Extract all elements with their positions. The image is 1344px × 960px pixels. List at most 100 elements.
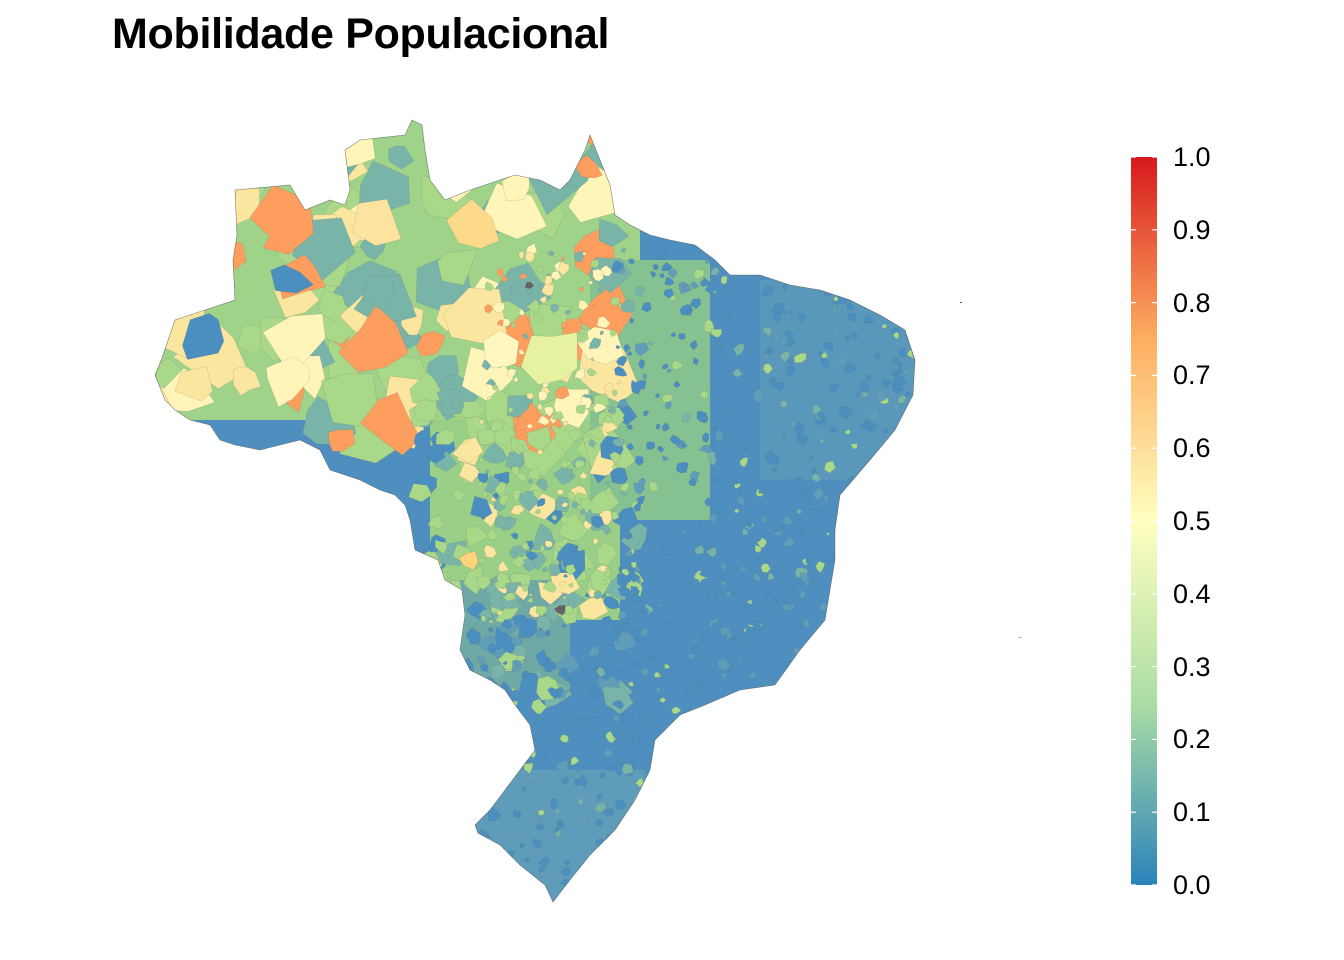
municipality (155, 251, 185, 304)
municipality (728, 869, 739, 878)
municipality (590, 357, 594, 362)
municipality (589, 428, 605, 441)
municipality (720, 604, 730, 617)
municipality (328, 429, 356, 452)
municipality (720, 562, 728, 570)
municipality (828, 798, 836, 806)
municipality (902, 464, 912, 475)
municipality (891, 522, 900, 531)
municipality (574, 250, 585, 263)
municipality (851, 665, 862, 676)
municipality (800, 488, 807, 494)
municipality (533, 718, 546, 730)
municipality (786, 339, 796, 346)
municipality (758, 623, 764, 629)
municipality (913, 772, 915, 787)
municipality (593, 590, 604, 600)
municipality (603, 748, 614, 757)
municipality (681, 283, 688, 288)
municipality (657, 445, 665, 454)
municipality (809, 508, 820, 520)
municipality (638, 478, 647, 487)
municipality (848, 521, 857, 531)
municipality (486, 396, 492, 401)
legend-label: 0.4 (1173, 578, 1211, 609)
municipality (814, 673, 821, 681)
municipality (868, 496, 877, 506)
municipality (338, 304, 409, 373)
municipality (562, 714, 573, 723)
municipality (905, 440, 911, 447)
municipality (526, 392, 535, 400)
municipality (801, 659, 811, 669)
municipality (784, 330, 795, 340)
municipality (708, 583, 719, 596)
municipality (654, 671, 661, 678)
municipality (891, 401, 900, 412)
municipality (870, 838, 881, 847)
municipality (613, 714, 620, 723)
municipality (917, 347, 921, 351)
municipality (635, 777, 644, 788)
municipality (555, 386, 570, 400)
municipality (435, 539, 448, 555)
municipality (455, 675, 481, 700)
municipality (587, 857, 593, 862)
municipality (331, 120, 376, 169)
municipality (867, 785, 877, 796)
municipality (557, 818, 566, 829)
municipality (817, 792, 828, 804)
municipality (758, 482, 768, 494)
municipality (736, 603, 743, 608)
municipality (669, 434, 682, 445)
municipality (781, 745, 786, 750)
municipality (582, 881, 592, 893)
municipality (826, 856, 831, 862)
municipality (263, 120, 303, 156)
municipality (887, 277, 896, 285)
municipality (631, 811, 638, 817)
municipality (848, 312, 857, 323)
municipality (903, 752, 911, 759)
municipality (785, 365, 796, 376)
municipality (710, 267, 720, 276)
municipality (697, 834, 705, 840)
municipality (538, 809, 545, 816)
municipality (498, 494, 510, 507)
municipality (645, 698, 655, 707)
municipality (532, 312, 544, 323)
municipality (572, 771, 582, 779)
municipality (517, 444, 525, 453)
municipality (407, 607, 431, 635)
municipality (867, 540, 877, 549)
municipality (694, 544, 705, 555)
municipality (535, 478, 548, 491)
municipality (708, 547, 717, 558)
municipality (484, 865, 492, 873)
island-marker (960, 302, 962, 303)
municipality (781, 435, 787, 439)
municipality (910, 621, 915, 633)
municipality (818, 879, 824, 886)
municipality (690, 281, 700, 290)
municipality (547, 686, 559, 700)
municipality (903, 529, 914, 540)
municipality (614, 365, 628, 377)
municipality (758, 262, 765, 269)
municipality (899, 672, 908, 684)
municipality (657, 602, 662, 608)
municipality (717, 658, 731, 671)
municipality (746, 274, 754, 283)
municipality (726, 565, 735, 573)
municipality (510, 733, 517, 742)
municipality (884, 524, 889, 529)
municipality (733, 343, 745, 357)
municipality (754, 544, 762, 554)
municipality (536, 823, 546, 831)
municipality (878, 449, 887, 459)
municipality (805, 558, 812, 565)
municipality (586, 368, 597, 377)
municipality (494, 514, 508, 528)
municipality (577, 798, 585, 805)
municipality (485, 469, 490, 474)
